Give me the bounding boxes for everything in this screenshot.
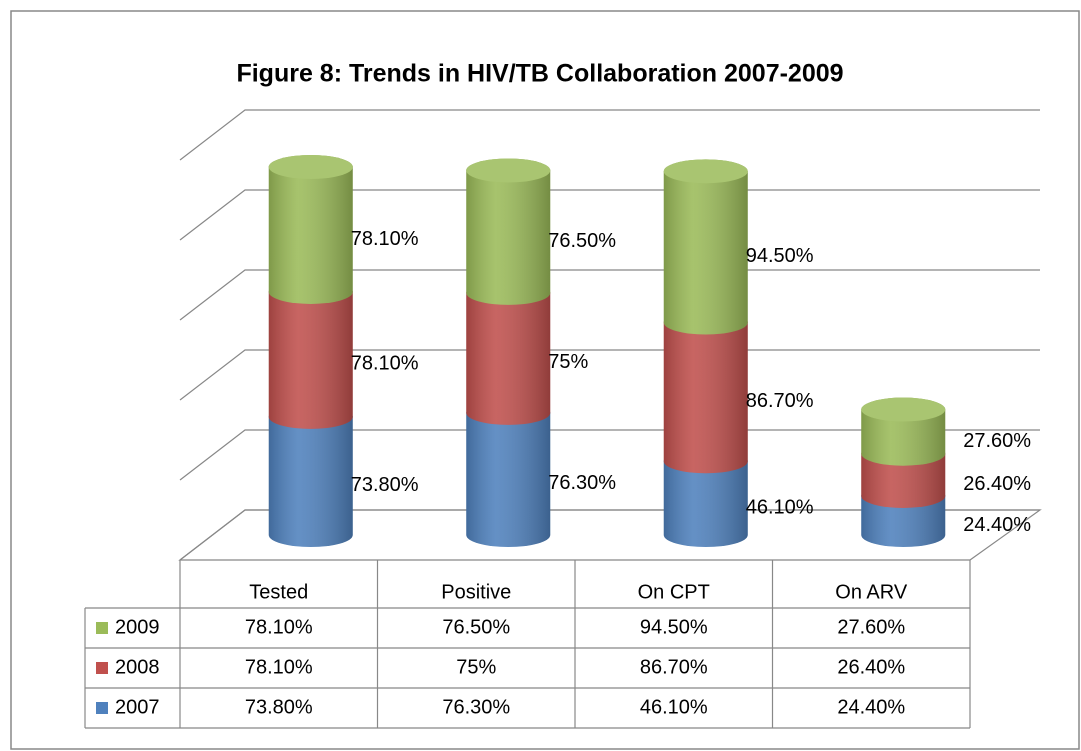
value-label: 27.60% (963, 430, 1031, 452)
table-cell: 73.80% (245, 696, 313, 718)
table-cell: 76.30% (442, 696, 510, 718)
legend-swatch (96, 622, 108, 634)
legend-label: 2008 (115, 656, 160, 678)
value-label: 75% (548, 351, 588, 373)
grid (179, 109, 1040, 561)
grid-line (179, 109, 1040, 161)
grid-line (179, 429, 1040, 481)
chart-title: Figure 8: Trends in HIV/TB Collaboration… (236, 60, 843, 88)
table-cell: 78.10% (245, 656, 313, 678)
value-label: 78.10% (351, 228, 419, 250)
grid-line (179, 269, 1040, 321)
x-tick-label: On CPT (638, 581, 710, 603)
value-label: 24.40% (963, 514, 1031, 536)
bar-shade (466, 280, 551, 425)
legend-swatch (96, 702, 108, 714)
bar-top-shine (663, 159, 748, 184)
bar-shade (663, 159, 748, 335)
value-label: 86.70% (746, 390, 814, 412)
legend-label: 2007 (115, 696, 160, 718)
value-label: 76.30% (548, 472, 616, 494)
table-cell: 78.10% (245, 616, 313, 638)
grid-line (179, 189, 1040, 241)
grid-line (179, 509, 1040, 561)
bar-shade (466, 158, 551, 305)
table-cell: 46.10% (640, 696, 708, 718)
x-tick-label: On ARV (835, 581, 908, 603)
bars: 73.80% 78.10% 78.10% 76.30% 75% 76.50% 46.10% 8… (268, 155, 1031, 547)
bar-top (861, 397, 946, 422)
table-cell: 86.70% (640, 656, 708, 678)
bar-top (268, 155, 353, 179)
bar-shade (663, 310, 748, 474)
legend-swatch (96, 662, 108, 674)
value-label: 46.10% (746, 496, 814, 518)
bar-top (663, 159, 748, 184)
legend-label: 2009 (115, 616, 160, 638)
data-table: Tested Positive On CPT On ARV 2009 78.10% 76.5… (84, 560, 971, 729)
value-label: 78.10% (351, 353, 419, 375)
bar-shade (268, 404, 353, 547)
bar-top (466, 158, 551, 183)
value-label: 26.40% (963, 473, 1031, 495)
table-cell: 75% (456, 656, 496, 678)
bar-shade (663, 449, 748, 547)
bar-shade (466, 400, 551, 547)
bar-top-shine (268, 155, 353, 179)
x-tick-label: Tested (249, 581, 308, 603)
value-label: 94.50% (746, 245, 814, 267)
table-cell: 26.40% (837, 656, 905, 678)
table-cell: 76.50% (442, 616, 510, 638)
table-cell: 27.60% (837, 616, 905, 638)
bar-top-shine (466, 158, 551, 183)
grid-line (179, 349, 1040, 401)
bar-shade (268, 155, 353, 304)
x-tick-label: Positive (441, 581, 511, 603)
table-cell: 24.40% (837, 696, 905, 718)
value-label: 76.50% (548, 230, 616, 252)
bar-top-shine (861, 397, 946, 422)
bar-shade (268, 279, 353, 429)
table-cell: 94.50% (640, 616, 708, 638)
value-label: 73.80% (351, 474, 419, 496)
